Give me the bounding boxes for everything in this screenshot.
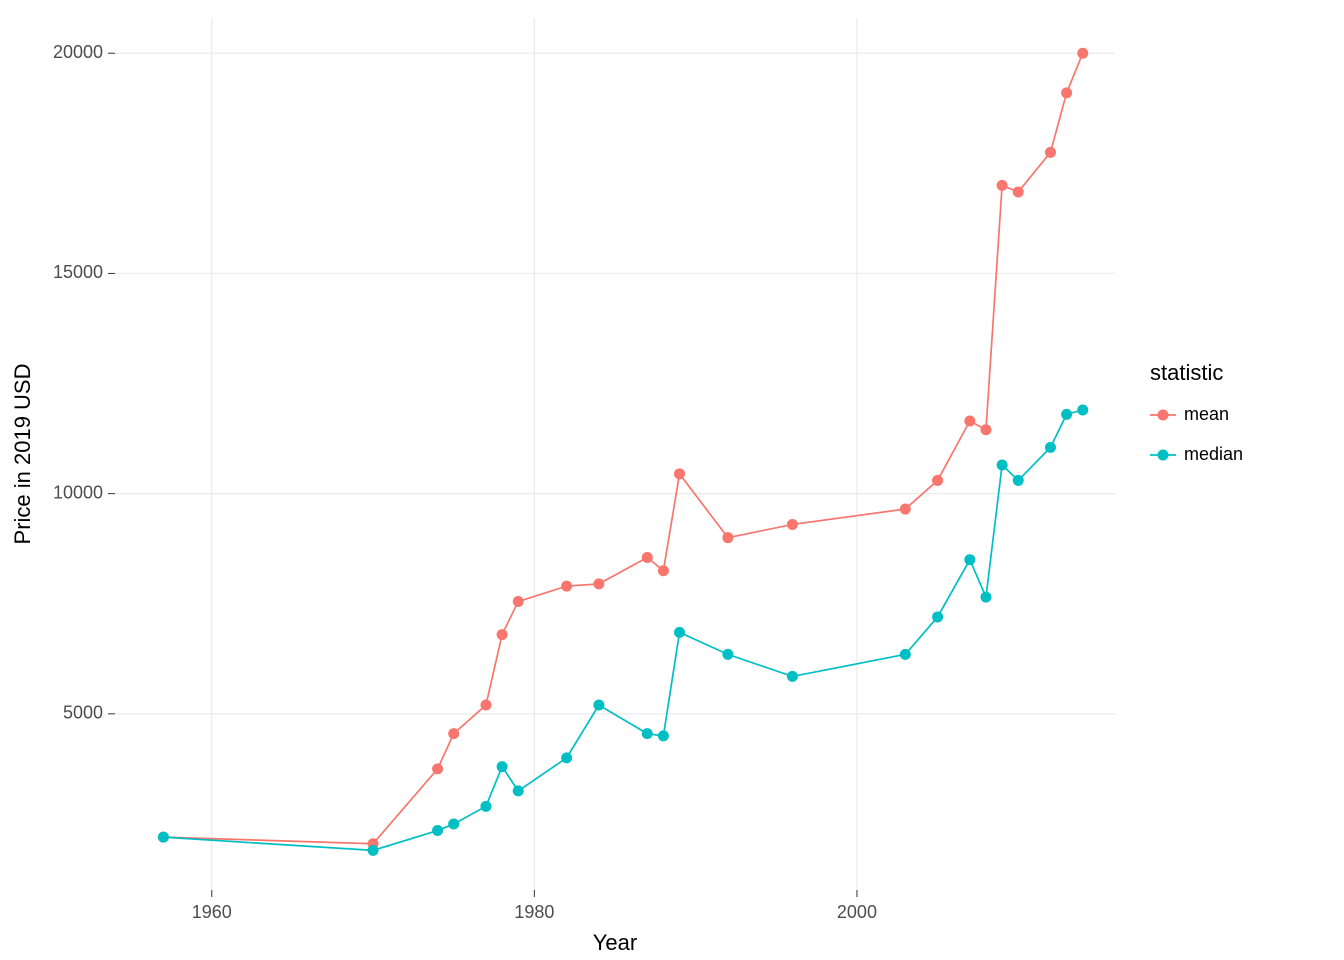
series-point-mean xyxy=(1077,48,1088,59)
series-point-median xyxy=(722,649,733,660)
series-point-mean xyxy=(448,728,459,739)
series-point-mean xyxy=(674,468,685,479)
series-point-median xyxy=(561,752,572,763)
series-point-median xyxy=(964,554,975,565)
series-point-median xyxy=(1061,409,1072,420)
series-point-median xyxy=(900,649,911,660)
series-point-mean xyxy=(432,763,443,774)
series-point-mean xyxy=(997,180,1008,191)
series-point-mean xyxy=(722,532,733,543)
series-point-mean xyxy=(480,700,491,711)
y-tick-label: 10000 xyxy=(53,482,103,502)
series-point-median xyxy=(513,785,524,796)
series-point-median xyxy=(158,832,169,843)
series-point-median xyxy=(432,825,443,836)
x-tick-label: 2000 xyxy=(837,902,877,922)
series-point-mean xyxy=(787,519,798,530)
x-tick-label: 1960 xyxy=(192,902,232,922)
price-line-chart: 1960 1980 2000 5000 10000 15000 20000 Year Price… xyxy=(0,0,1344,960)
legend-item-label: median xyxy=(1184,444,1243,464)
series-point-median xyxy=(1013,475,1024,486)
chart-container: 1960 1980 2000 5000 10000 15000 20000 Year Price… xyxy=(0,0,1344,960)
y-tick-label: 20000 xyxy=(53,42,103,62)
series-point-median xyxy=(368,845,379,856)
series-point-median xyxy=(448,818,459,829)
series-point-median xyxy=(674,627,685,638)
series-point-mean xyxy=(1045,147,1056,158)
series-point-mean xyxy=(1061,87,1072,98)
series-point-median xyxy=(997,460,1008,471)
series-point-median xyxy=(480,801,491,812)
series-point-median xyxy=(642,728,653,739)
series-point-median xyxy=(1077,404,1088,415)
series-point-mean xyxy=(900,504,911,515)
series-point-mean xyxy=(561,581,572,592)
series-point-mean xyxy=(658,565,669,576)
series-point-mean xyxy=(932,475,943,486)
series-point-mean xyxy=(964,415,975,426)
series-point-median xyxy=(497,761,508,772)
y-tick-label: 15000 xyxy=(53,262,103,282)
legend-item-label: mean xyxy=(1184,404,1229,424)
series-point-median xyxy=(980,592,991,603)
series-point-median xyxy=(1045,442,1056,453)
series-point-median xyxy=(787,671,798,682)
y-tick-label: 5000 xyxy=(63,703,103,723)
series-point-mean xyxy=(642,552,653,563)
series-point-mean xyxy=(497,629,508,640)
series-point-mean xyxy=(980,424,991,435)
series-point-median xyxy=(593,700,604,711)
x-axis-title: Year xyxy=(593,930,637,955)
series-point-mean xyxy=(513,596,524,607)
series-point-mean xyxy=(1013,186,1024,197)
legend-title: statistic xyxy=(1150,360,1223,385)
y-axis-title: Price in 2019 USD xyxy=(10,364,35,545)
series-point-median xyxy=(658,730,669,741)
series-point-median xyxy=(932,611,943,622)
series-point-mean xyxy=(593,578,604,589)
x-tick-label: 1980 xyxy=(514,902,554,922)
